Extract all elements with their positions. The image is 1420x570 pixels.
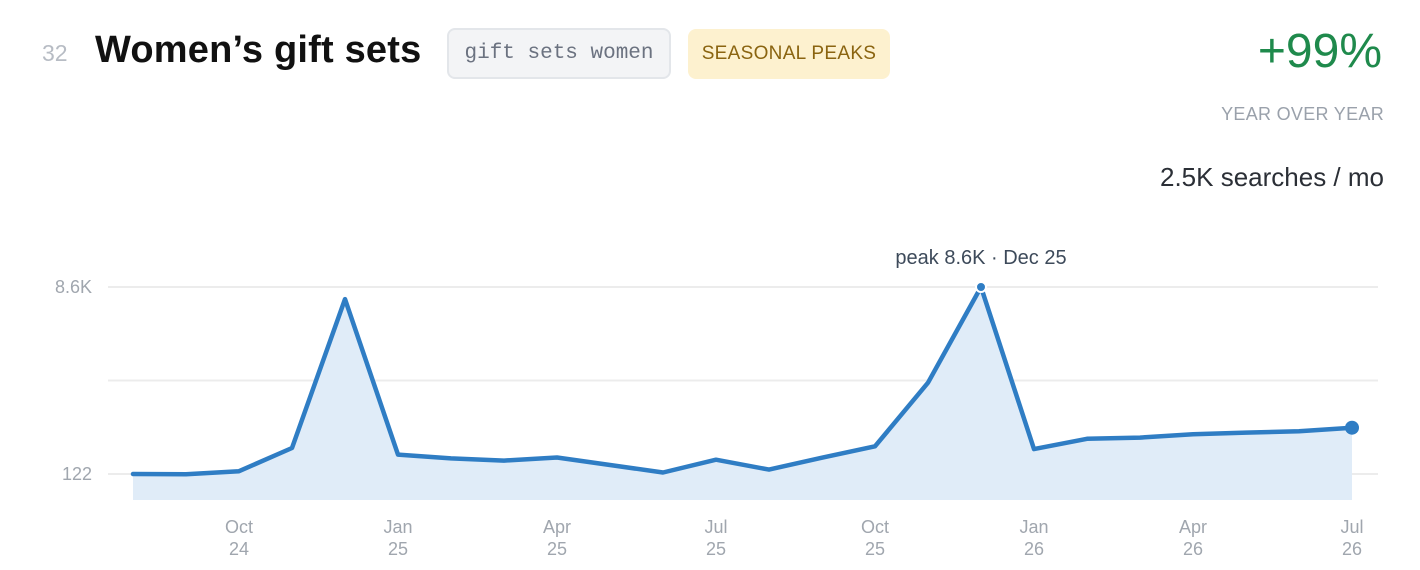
x-tick-year: 25 — [865, 539, 885, 559]
rank-number: 32 — [42, 40, 68, 66]
latest-point-marker — [1345, 420, 1359, 435]
x-tick-month: Oct — [861, 517, 889, 537]
monthly-search-volume: 2.5K searches / mo — [1160, 162, 1384, 192]
y-tick-label: 122 — [62, 464, 92, 484]
x-tick-year: 26 — [1342, 539, 1362, 559]
y-tick-label: 8.6K — [55, 277, 92, 297]
x-tick-year: 26 — [1024, 539, 1044, 559]
x-tick-month: Jan — [1019, 517, 1048, 537]
x-tick-year: 25 — [388, 539, 408, 559]
x-tick-month: Oct — [225, 517, 253, 537]
keyword-title: Women’s gift sets — [95, 29, 422, 71]
yoy-change-label: YEAR OVER YEAR — [1221, 104, 1384, 124]
x-tick-year: 25 — [706, 539, 726, 559]
x-tick-month: Jul — [704, 517, 727, 537]
trend-tag-badge: SEASONAL PEAKS — [688, 29, 890, 79]
yoy-change-value: +99% — [1257, 25, 1382, 78]
x-tick-year: 24 — [229, 539, 249, 559]
x-tick-month: Apr — [1179, 517, 1207, 537]
x-tick-month: Jan — [383, 517, 412, 537]
peak-marker — [975, 281, 987, 293]
series-line — [130, 284, 1355, 477]
search-query-chip[interactable]: gift sets women — [447, 28, 671, 79]
x-tick-month: Apr — [543, 517, 571, 537]
series-area — [133, 287, 1352, 500]
peak-annotation: peak 8.6K · Dec 25 — [895, 247, 1066, 269]
x-tick-month: Jul — [1340, 517, 1363, 537]
x-tick-year: 25 — [547, 539, 567, 559]
x-tick-year: 26 — [1183, 539, 1203, 559]
